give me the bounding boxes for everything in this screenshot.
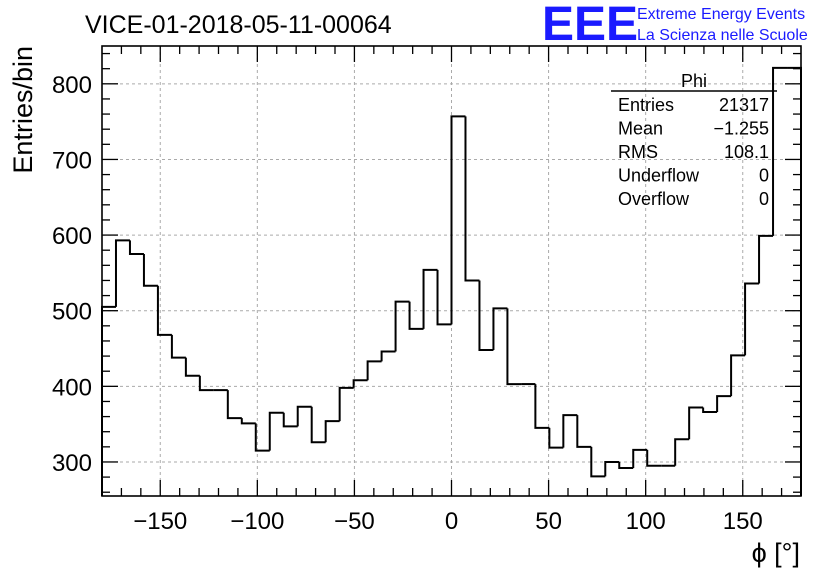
histogram-bin <box>506 308 522 386</box>
histogram-bin <box>534 384 550 429</box>
x-tick-label: 150 <box>723 508 763 535</box>
histogram-bin <box>702 407 718 414</box>
histogram-bin <box>142 253 158 287</box>
x-tick-label: −100 <box>230 508 284 535</box>
x-tick-labels: −150 −100 −50 0 50 100 150 <box>133 508 763 535</box>
histogram-bin <box>646 449 662 467</box>
histogram-bin <box>450 115 466 325</box>
x-axis-label: ϕ [°] <box>752 538 800 568</box>
histogram-bin <box>296 405 312 427</box>
eee-logo: EEE Extreme Energy Events La Scienza nel… <box>542 0 808 51</box>
histogram-bin <box>268 411 284 451</box>
logo-mark: EEE <box>542 0 638 51</box>
histogram-bin <box>184 357 200 377</box>
histogram-bin <box>604 460 620 477</box>
stats-row-value: −1.255 <box>713 119 769 139</box>
histogram-bin <box>310 406 326 444</box>
histogram-bin <box>338 386 354 422</box>
histogram-bin <box>422 268 438 329</box>
stats-row-label: Entries <box>618 95 674 115</box>
axis-ticks <box>102 46 801 496</box>
x-tick-label: 100 <box>626 508 666 535</box>
histogram-bin <box>478 280 494 352</box>
y-tick-label: 800 <box>52 72 92 99</box>
y-tick-label: 300 <box>52 450 92 477</box>
histogram-bin <box>394 300 410 352</box>
histogram-bin <box>576 415 592 448</box>
histogram-bin <box>562 414 578 448</box>
histogram-bin <box>226 390 242 420</box>
histogram-bin <box>114 239 130 307</box>
logo-line-1: Extreme Energy Events <box>637 6 805 23</box>
stats-row-value: 0 <box>759 189 769 209</box>
y-tick-label: 600 <box>52 223 92 250</box>
stats-box: Phi Entries 21317 Mean −1.255 RMS 108.1 Underf… <box>611 71 777 209</box>
logo-line-2: La Scienza nelle Scuole <box>637 27 808 44</box>
histogram-bin <box>548 427 564 449</box>
y-axis-label: Entries/bin <box>8 46 38 174</box>
histogram-bin <box>674 438 690 466</box>
histogram-bin <box>716 395 732 413</box>
histogram-bin <box>492 307 508 351</box>
histogram-bin <box>380 350 396 362</box>
histogram-bin <box>744 282 760 356</box>
x-tick-label: −150 <box>133 508 187 535</box>
grid <box>102 46 801 496</box>
x-tick-label: 50 <box>535 508 562 535</box>
histogram-bin <box>198 375 214 392</box>
histogram-bin <box>282 412 298 428</box>
histogram-bin <box>366 360 382 381</box>
stats-row-label: RMS <box>618 142 658 162</box>
stats-row-value: 108.1 <box>724 142 769 162</box>
stats-row-label: Mean <box>618 119 663 139</box>
histogram-bin <box>618 461 634 470</box>
histogram-bin <box>324 420 340 443</box>
histogram-bin <box>240 418 256 425</box>
y-tick-label: 700 <box>52 147 92 174</box>
histogram-bin <box>254 423 270 452</box>
y-tick-labels: 300 400 500 600 700 800 <box>52 72 92 477</box>
stats-rows: Entries 21317 Mean −1.255 RMS 108.1 Underflow 0… <box>618 95 769 209</box>
stats-row-value: 21317 <box>719 95 769 115</box>
histogram-bin <box>128 240 144 255</box>
histogram-bin <box>408 301 424 330</box>
y-tick-label: 500 <box>52 299 92 326</box>
chart-title: VICE-01-2018-05-11-00064 <box>85 11 392 39</box>
histogram-bin <box>352 379 368 388</box>
histogram-bin <box>730 354 746 397</box>
stats-title: Phi <box>681 71 707 91</box>
stats-row-label: Overflow <box>618 189 690 209</box>
stats-row-label: Underflow <box>618 166 700 186</box>
histogram-bin <box>688 406 704 440</box>
y-tick-label: 400 <box>52 374 92 401</box>
histogram-bin <box>772 66 788 236</box>
histogram-bin <box>590 446 606 478</box>
histogram-bin <box>632 448 648 469</box>
histogram-bin <box>170 334 186 359</box>
stats-row-value: 0 <box>759 166 769 186</box>
x-tick-label: 0 <box>445 508 458 535</box>
histogram-bin <box>464 116 480 282</box>
histogram-bin <box>156 285 172 336</box>
x-tick-label: −50 <box>334 508 375 535</box>
plot-frame <box>101 45 802 497</box>
histogram-bin <box>758 234 774 284</box>
histogram-bin <box>436 269 452 326</box>
